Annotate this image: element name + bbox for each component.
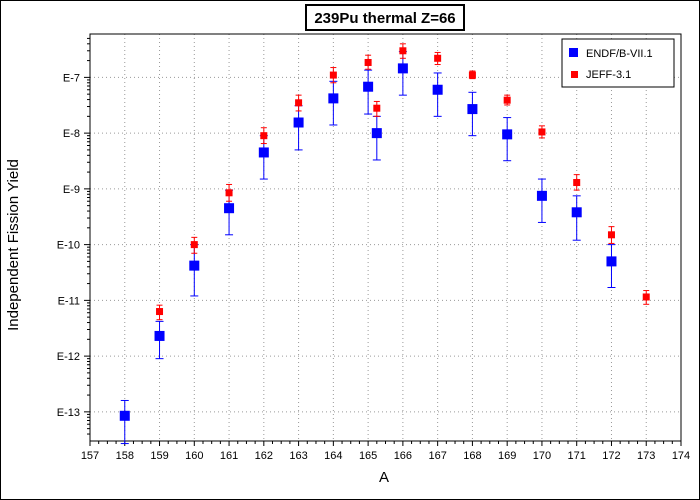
- y-tick-label: E-7: [63, 72, 80, 84]
- data-point: [363, 81, 374, 92]
- data-point: [154, 330, 165, 341]
- x-axis-title: A: [379, 469, 389, 486]
- data-point: [295, 99, 303, 107]
- data-point: [260, 132, 268, 140]
- data-point: [225, 189, 233, 197]
- data-series: [119, 43, 650, 445]
- data-point: [189, 260, 200, 271]
- data-point: [606, 256, 617, 267]
- data-point: [538, 128, 546, 136]
- data-point: [607, 231, 615, 239]
- legend-marker-jeff: [571, 71, 578, 78]
- data-point: [502, 129, 513, 140]
- x-tick-label: 168: [463, 450, 481, 462]
- y-tick-label: E-12: [57, 351, 80, 363]
- data-point: [329, 71, 337, 79]
- series-jeff: [156, 43, 650, 321]
- data-point: [432, 84, 443, 95]
- x-tick-label: 174: [672, 450, 690, 462]
- data-point: [571, 207, 582, 218]
- y-tick-label: E-13: [57, 407, 80, 419]
- data-point: [468, 71, 476, 79]
- data-point: [258, 147, 269, 158]
- y-tick-label: E-9: [63, 184, 80, 196]
- x-tick-label: 158: [116, 450, 134, 462]
- data-point: [397, 63, 408, 74]
- x-tick-label: 163: [289, 450, 307, 462]
- y-tick-label: E-8: [63, 128, 80, 140]
- data-point: [642, 293, 650, 301]
- x-tick-label: 166: [394, 450, 412, 462]
- axes: 157 158 159 160 161 162 163 164 165 166 167 168 169 1…: [57, 37, 690, 462]
- legend-marker-endf: [569, 48, 578, 57]
- x-tick-label: 170: [533, 450, 551, 462]
- x-tick-label: 162: [255, 450, 273, 462]
- data-point: [119, 410, 130, 421]
- data-point: [190, 241, 198, 249]
- x-tick-label: 160: [185, 450, 203, 462]
- x-tick-label: 161: [220, 450, 238, 462]
- y-tick-label: E-11: [58, 295, 80, 307]
- x-tick-label: 164: [324, 450, 342, 462]
- data-point: [371, 128, 382, 139]
- data-point: [399, 47, 407, 55]
- data-point: [434, 54, 442, 62]
- data-point: [293, 117, 304, 128]
- x-tick-label: 172: [602, 450, 620, 462]
- data-point: [156, 308, 164, 316]
- x-tick-label: 159: [150, 450, 168, 462]
- x-tick-label: 167: [428, 450, 446, 462]
- data-point: [573, 179, 581, 187]
- data-point: [328, 93, 339, 104]
- y-tick-label: E-10: [57, 240, 80, 252]
- grid: [90, 34, 681, 441]
- legend: ENDF/B-VII.1 JEFF-3.1: [561, 38, 675, 88]
- chart-title: 239Pu thermal Z=66: [314, 10, 455, 27]
- data-point: [373, 104, 381, 112]
- x-tick-label: 157: [81, 450, 99, 462]
- data-point: [364, 58, 372, 66]
- x-tick-label: 169: [498, 450, 516, 462]
- x-tick-label: 165: [359, 450, 377, 462]
- chart-title-box: 239Pu thermal Z=66: [305, 4, 465, 31]
- x-tick-label: 173: [637, 450, 655, 462]
- legend-label-jeff: JEFF-3.1: [586, 69, 631, 81]
- x-tick-label: 171: [568, 450, 586, 462]
- series-endf: [119, 51, 617, 445]
- data-point: [467, 104, 478, 115]
- data-point: [503, 96, 511, 104]
- plot-area: [89, 33, 682, 442]
- legend-label-endf: ENDF/B-VII.1: [586, 48, 653, 60]
- data-point: [536, 190, 547, 201]
- y-axis-title: Independent Fission Yield: [5, 159, 22, 331]
- data-point: [224, 203, 235, 214]
